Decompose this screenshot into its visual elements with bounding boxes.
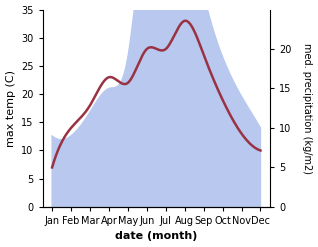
Y-axis label: max temp (C): max temp (C) [5, 70, 16, 147]
X-axis label: date (month): date (month) [115, 231, 197, 242]
Y-axis label: med. precipitation (kg/m2): med. precipitation (kg/m2) [302, 43, 313, 174]
